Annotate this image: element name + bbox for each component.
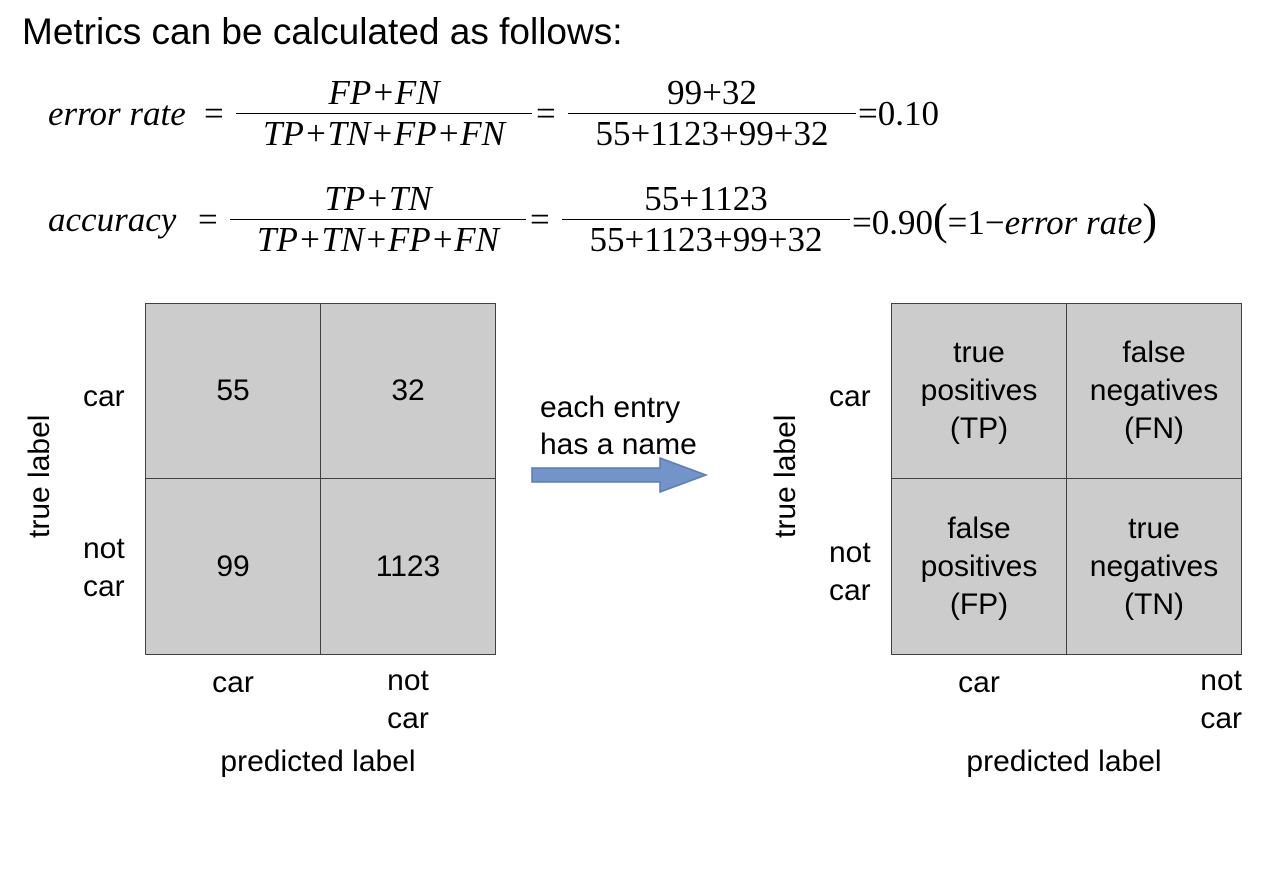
accuracy-numeric-numerator: 55+1123: [644, 179, 768, 218]
left-y-axis-label: true label: [23, 414, 56, 538]
matrix-cell-tn: true negatives (TN): [1066, 478, 1242, 655]
error-rate-lhs: error rate: [48, 94, 186, 133]
page-title: Metrics can be calculated as follows:: [22, 11, 623, 52]
accuracy-lhs: accuracy: [48, 200, 177, 239]
left-row-label-car: car: [83, 380, 125, 413]
accuracy-symbolic-numerator: TP+TN: [324, 179, 432, 218]
matrix-cell: 55: [145, 303, 321, 479]
right-col-label-not-car: not car: [1200, 664, 1242, 735]
matrix-cell: 32: [320, 303, 496, 479]
error-rate-numeric-denominator: 55+1123+99+32: [595, 114, 829, 153]
right-col-label-car: car: [958, 666, 1000, 699]
note-equals-one-minus: =1−: [947, 203, 1005, 242]
error-rate-symbolic-numerator: FP+FN: [328, 73, 440, 112]
accuracy-symbolic-denominator: TP+TN+FP+FN: [257, 220, 499, 259]
accuracy-numeric-fraction: 55+1123 55+1123+99+32: [562, 179, 850, 260]
error-rate-symbolic-fraction: FP+FN TP+TN+FP+FN: [236, 73, 532, 154]
note-close-paren: ): [1142, 195, 1158, 244]
accuracy-symbolic-fraction: TP+TN TP+TN+FP+FN: [230, 179, 526, 260]
left-col-label-not-car: not car: [387, 664, 429, 735]
right-row-label-car: car: [829, 380, 871, 413]
error-rate-symbolic-denominator: TP+TN+FP+FN: [263, 114, 505, 153]
right-row-label-not-car: not car: [829, 536, 871, 607]
accuracy-result-value: =0.90: [852, 203, 933, 242]
accuracy-equals-1: =: [198, 200, 218, 239]
left-col-label-car: car: [212, 666, 254, 699]
note-error-rate: error rate: [1004, 203, 1143, 242]
left-x-axis-label: predicted label: [220, 745, 416, 778]
right-y-axis-label: true label: [769, 414, 802, 538]
right-arrow-icon: [531, 456, 709, 494]
matrix-cell-fn: false negatives (FN): [1066, 303, 1242, 479]
error-rate-equals-2: =: [536, 94, 556, 133]
fraction-bar: [230, 219, 526, 220]
arrow-caption: each entry has a name: [540, 391, 697, 461]
error-rate-numeric-numerator: 99+32: [667, 73, 757, 112]
fraction-bar: [568, 113, 856, 114]
fraction-bar: [236, 113, 532, 114]
matrix-cell: 1123: [320, 478, 496, 655]
accuracy-equals-2: =: [530, 200, 550, 239]
fraction-bar: [562, 219, 850, 220]
accuracy-numeric-denominator: 55+1123+99+32: [589, 220, 823, 259]
error-rate-equals-1: =: [204, 94, 224, 133]
right-x-axis-label: predicted label: [966, 745, 1162, 778]
left-row-label-not-car: not car: [83, 532, 125, 603]
matrix-cell-tp: true positives (TP): [891, 303, 1067, 479]
matrix-cell-fp: false positives (FP): [891, 478, 1067, 655]
note-open-paren: (: [933, 195, 948, 244]
matrix-cell: 99: [145, 478, 321, 655]
error-rate-result: =0.10: [858, 94, 939, 133]
error-rate-numeric-fraction: 99+32 55+1123+99+32: [568, 73, 856, 154]
accuracy-result: =0.90(=1−error rate): [852, 198, 1157, 243]
